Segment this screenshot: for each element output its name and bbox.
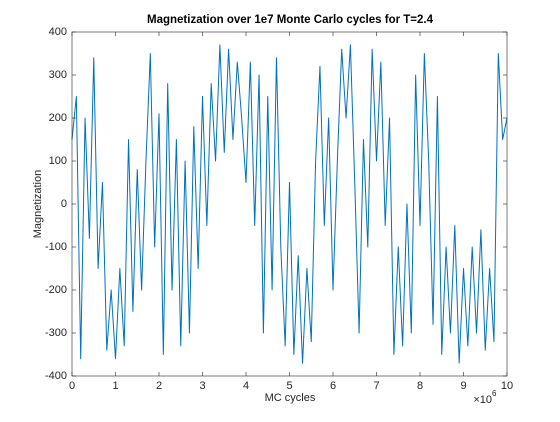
x-tick-label: 0 [69,380,75,392]
y-tick-label: -100 [45,241,67,253]
x-tick-label: 8 [417,380,423,392]
x-tick-label: 10 [501,380,513,392]
y-tick-label: -200 [45,284,67,296]
x-tick-label: 5 [286,380,292,392]
y-axis-label: Magnetization [32,170,44,239]
x-multiplier: ×10 [473,394,492,406]
y-tick-label: 0 [61,198,67,210]
x-axis-label: MC cycles [265,392,316,404]
x-multiplier-exponent: 6 [492,389,497,398]
y-tick-label: -300 [45,327,67,339]
y-tick-label: 100 [49,155,67,167]
x-tick-label: 6 [330,380,336,392]
y-tick-label: 200 [49,112,67,124]
plot-area [72,32,507,376]
x-tick-label: 1 [112,380,118,392]
x-tick-label: 3 [199,380,205,392]
data-line [71,44,508,364]
x-tick-label: 4 [243,380,249,392]
y-tick-label: -400 [45,370,67,382]
x-tick-label: 9 [460,380,466,392]
x-tick-label: 7 [373,380,379,392]
x-tick-label: 2 [156,380,162,392]
chart-title: Magnetization over 1e7 Monte Carlo cycle… [147,14,434,26]
y-tick-label: 300 [49,69,67,81]
y-tick-label: 400 [49,26,67,38]
